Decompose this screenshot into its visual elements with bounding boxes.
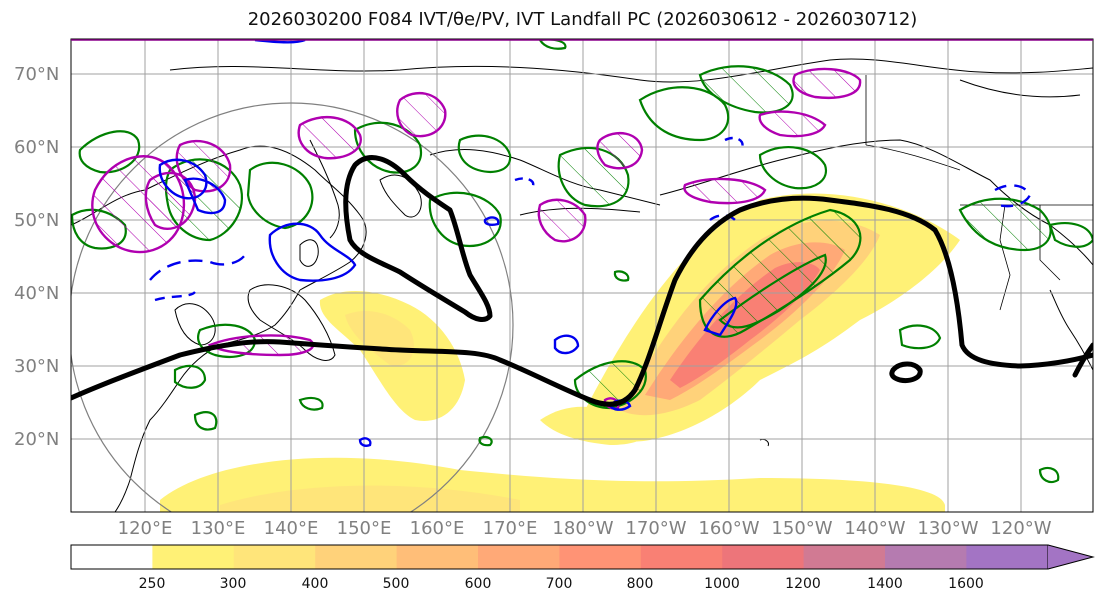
colorbar-segment [640, 545, 723, 569]
lon-label-130w: 130°W [917, 518, 979, 539]
reference-circle [71, 102, 514, 512]
colorbar-label-1600: 1600 [948, 576, 984, 592]
lon-label-120w: 120°W [990, 518, 1052, 539]
lat-label-20n: 20°N [14, 429, 60, 450]
lon-label-180w: 180°W [552, 518, 614, 539]
colorbar-segment [966, 545, 1049, 569]
pv-negative-contours [149, 39, 1032, 447]
lon-label-150w: 150°W [771, 518, 833, 539]
colorbar-segment [152, 545, 235, 569]
colorbar-label-300: 300 [219, 576, 247, 592]
lon-label-160e: 160°E [409, 518, 465, 539]
ivt-landfall-contour [71, 155, 1093, 407]
lon-label-150e: 150°E [336, 518, 392, 539]
colorbar-label-1000: 1000 [704, 576, 740, 592]
colorbar-segment [396, 545, 479, 569]
colorbar-segment [722, 545, 805, 569]
chart-title: 2026030200 F084 IVT/θe/PV, IVT Landfall … [247, 9, 918, 30]
colorbar-extend-arrow [1047, 544, 1095, 570]
lon-label-170w: 170°W [625, 518, 687, 539]
lat-label-50n: 50°N [14, 210, 60, 231]
gridlines [71, 39, 1093, 512]
map-frame [70, 38, 1094, 513]
colorbar-label-800: 800 [626, 576, 654, 592]
lon-label-160w: 160°W [698, 518, 760, 539]
colorbar-segment [71, 545, 153, 569]
pv-positive-contours [91, 67, 862, 410]
lon-label-140w: 140°W [844, 518, 906, 539]
lon-label-130e: 130°E [190, 518, 246, 539]
colorbar-label-250: 250 [138, 576, 166, 592]
colorbar-label-400: 400 [301, 576, 329, 592]
colorbar-segment [803, 545, 886, 569]
lon-label-120e: 120°E [117, 518, 173, 539]
colorbar-label-1200: 1200 [785, 576, 821, 592]
lat-label-30n: 30°N [14, 356, 60, 377]
lat-label-60n: 60°N [14, 137, 60, 158]
colorbar-label-500: 500 [382, 576, 410, 592]
coastlines [71, 58, 1093, 512]
lat-label-40n: 40°N [14, 283, 60, 304]
colorbar-label-600: 600 [464, 576, 492, 592]
colorbar-segment [559, 545, 642, 569]
colorbar-segment [233, 545, 316, 569]
colorbar-segment [315, 545, 398, 569]
colorbar-segment [478, 545, 560, 569]
lon-label-170e: 170°E [482, 518, 538, 539]
lat-label-70n: 70°N [14, 64, 60, 85]
colorbar-label-1400: 1400 [867, 576, 903, 592]
colorbar-label-700: 700 [545, 576, 573, 592]
colorbar-segment [885, 545, 967, 569]
colorbar [70, 544, 1095, 570]
lon-label-140e: 140°E [263, 518, 319, 539]
